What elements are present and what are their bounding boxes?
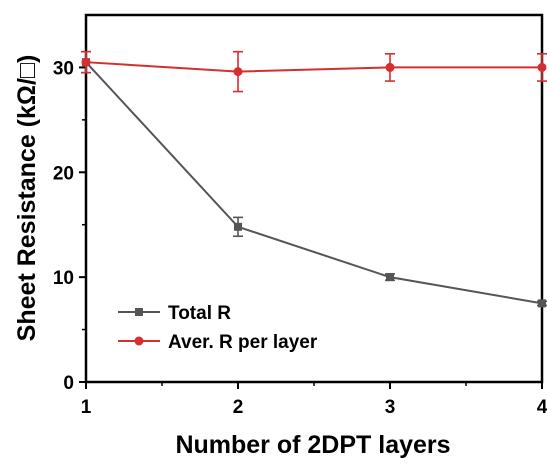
series-line xyxy=(85,61,543,305)
x-tick-label: 2 xyxy=(233,397,244,418)
x-tick-label: 1 xyxy=(81,397,92,418)
legend-label: Aver. R per layer xyxy=(168,332,318,353)
x-axis-title: Number of 2DPT layers xyxy=(175,431,450,459)
series-line xyxy=(85,61,542,73)
y-tick-label: 20 xyxy=(53,163,74,184)
y-tick-label: 30 xyxy=(53,58,74,79)
y-tick-label: 0 xyxy=(63,373,74,394)
data-point xyxy=(537,62,547,72)
x-tick-label: 3 xyxy=(385,397,396,418)
legend-marker xyxy=(134,336,144,346)
legend-item-aver-r-per-layer: Aver. R per layer xyxy=(118,332,318,353)
series-total-r xyxy=(81,50,547,308)
y-tick-label: 10 xyxy=(53,268,74,289)
data-point xyxy=(386,273,394,282)
x-tick-label: 4 xyxy=(537,397,547,418)
legend-label: Total R xyxy=(168,303,231,324)
data-point xyxy=(538,299,546,308)
y-axis-title: Sheet Resistance (kΩ/□) xyxy=(13,55,41,342)
legend: Total R Aver. R per layer xyxy=(118,303,318,353)
data-point xyxy=(385,62,395,72)
data-point xyxy=(233,67,243,77)
series-aver-r-per-layer xyxy=(81,50,547,93)
data-point xyxy=(234,222,242,231)
series-layer xyxy=(81,50,547,308)
legend-marker xyxy=(135,308,143,316)
legend-item-total-r: Total R xyxy=(118,303,231,324)
data-point xyxy=(81,57,91,67)
axes: 1 2 3 4 0 10 20 30 xyxy=(53,13,547,418)
